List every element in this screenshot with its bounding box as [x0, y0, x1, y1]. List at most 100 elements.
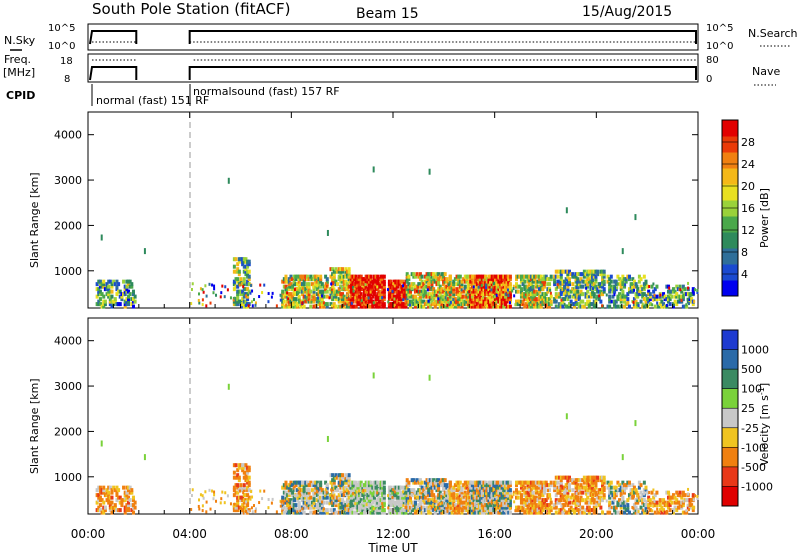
velocity-cell [356, 500, 360, 505]
power-cell [333, 287, 336, 291]
velocity-cell [407, 508, 411, 513]
power-cell [405, 274, 409, 279]
power-cell [287, 302, 291, 307]
velocity-cell [349, 480, 353, 485]
velocity-cell [342, 480, 346, 485]
power-cell [286, 291, 289, 295]
velocity-cell [561, 475, 565, 480]
power-cell [480, 297, 484, 302]
power-cell [296, 304, 299, 308]
velocity-cell [319, 485, 323, 490]
power-cell [518, 284, 522, 289]
power-cell [221, 284, 224, 288]
velocity-cell [613, 493, 617, 498]
velocity-cell [490, 510, 494, 515]
power-cell [433, 279, 437, 284]
power-cell [349, 282, 353, 287]
velocity-cell [369, 510, 373, 515]
velocity-cell [344, 490, 348, 495]
power-cell [665, 297, 669, 302]
velocity-cell [611, 500, 615, 505]
power-cell [558, 269, 562, 274]
power-cell [445, 292, 449, 297]
power-cell [354, 292, 358, 297]
power-cell [521, 302, 525, 307]
power-cell [237, 259, 241, 264]
velocity-cell [597, 503, 600, 507]
velocity-cell [422, 488, 426, 493]
velocity-cell [292, 480, 296, 485]
velocity-cell [445, 493, 449, 498]
power-cell [591, 292, 595, 297]
velocity-cell [531, 508, 535, 513]
velocity-cell [658, 508, 662, 513]
power-cell [494, 287, 498, 292]
velocity-cell [247, 465, 251, 470]
velocity-cell [100, 498, 104, 503]
power-cell [232, 264, 236, 269]
power-cell [131, 292, 135, 297]
velocity-cell [301, 507, 304, 511]
power-cell [97, 279, 101, 284]
power-cell [544, 277, 548, 282]
velocity-cell [254, 509, 257, 513]
power-cell [482, 274, 486, 279]
power-cell [693, 288, 696, 292]
velocity-cell [372, 498, 376, 503]
velocity-cell [502, 495, 506, 500]
power-cell [671, 302, 675, 307]
velocity-cell [586, 490, 590, 495]
velocity-cell [425, 485, 429, 490]
power-cell [529, 294, 533, 299]
power-cell [407, 287, 411, 292]
power-cell [310, 282, 314, 287]
velocity-cell [117, 508, 121, 513]
velocity-cell [467, 490, 471, 495]
power-cell [450, 287, 454, 292]
power-cell [487, 302, 491, 307]
power-cell [372, 274, 376, 279]
velocity-cell [284, 498, 288, 503]
power-cell [642, 282, 646, 287]
power-cell [460, 289, 464, 294]
power-cell [363, 297, 367, 302]
power-cell [320, 304, 324, 309]
power-cell [241, 304, 245, 309]
velocity-cell [294, 510, 298, 515]
velocity-cell [405, 495, 409, 500]
power-cell [428, 292, 432, 297]
power-cell [521, 299, 525, 304]
velocity-cell [574, 478, 578, 483]
velocity-cell [315, 485, 319, 490]
power-cell [463, 302, 467, 307]
power-cell [496, 297, 499, 301]
power-cell [241, 289, 245, 294]
velocity-cell [459, 500, 462, 504]
power-cell [440, 297, 444, 302]
velocity-cell [526, 498, 530, 503]
power-cell [287, 299, 291, 304]
velocity-cell [676, 500, 680, 505]
velocity-cell [601, 490, 605, 495]
velocity-cell [561, 485, 565, 490]
power-cell [237, 269, 241, 274]
power-cell [423, 274, 427, 279]
power-cell [457, 294, 461, 299]
velocity-cell [307, 488, 311, 493]
power-cell [319, 304, 323, 309]
power-cell [226, 288, 229, 292]
power-cell [591, 269, 595, 274]
power-cell [349, 279, 353, 284]
power-cell [623, 277, 627, 282]
velocity-cell [309, 483, 313, 488]
power-cell [371, 294, 375, 299]
power-cell [304, 277, 308, 282]
velocity-cell [519, 485, 523, 490]
velocity-cell [492, 505, 496, 510]
velocity-cell [529, 510, 533, 515]
power-cell [437, 289, 441, 294]
power-cell [479, 302, 483, 307]
power-cell [316, 296, 319, 300]
power-cell [363, 304, 367, 309]
velocity-cell [437, 483, 441, 488]
